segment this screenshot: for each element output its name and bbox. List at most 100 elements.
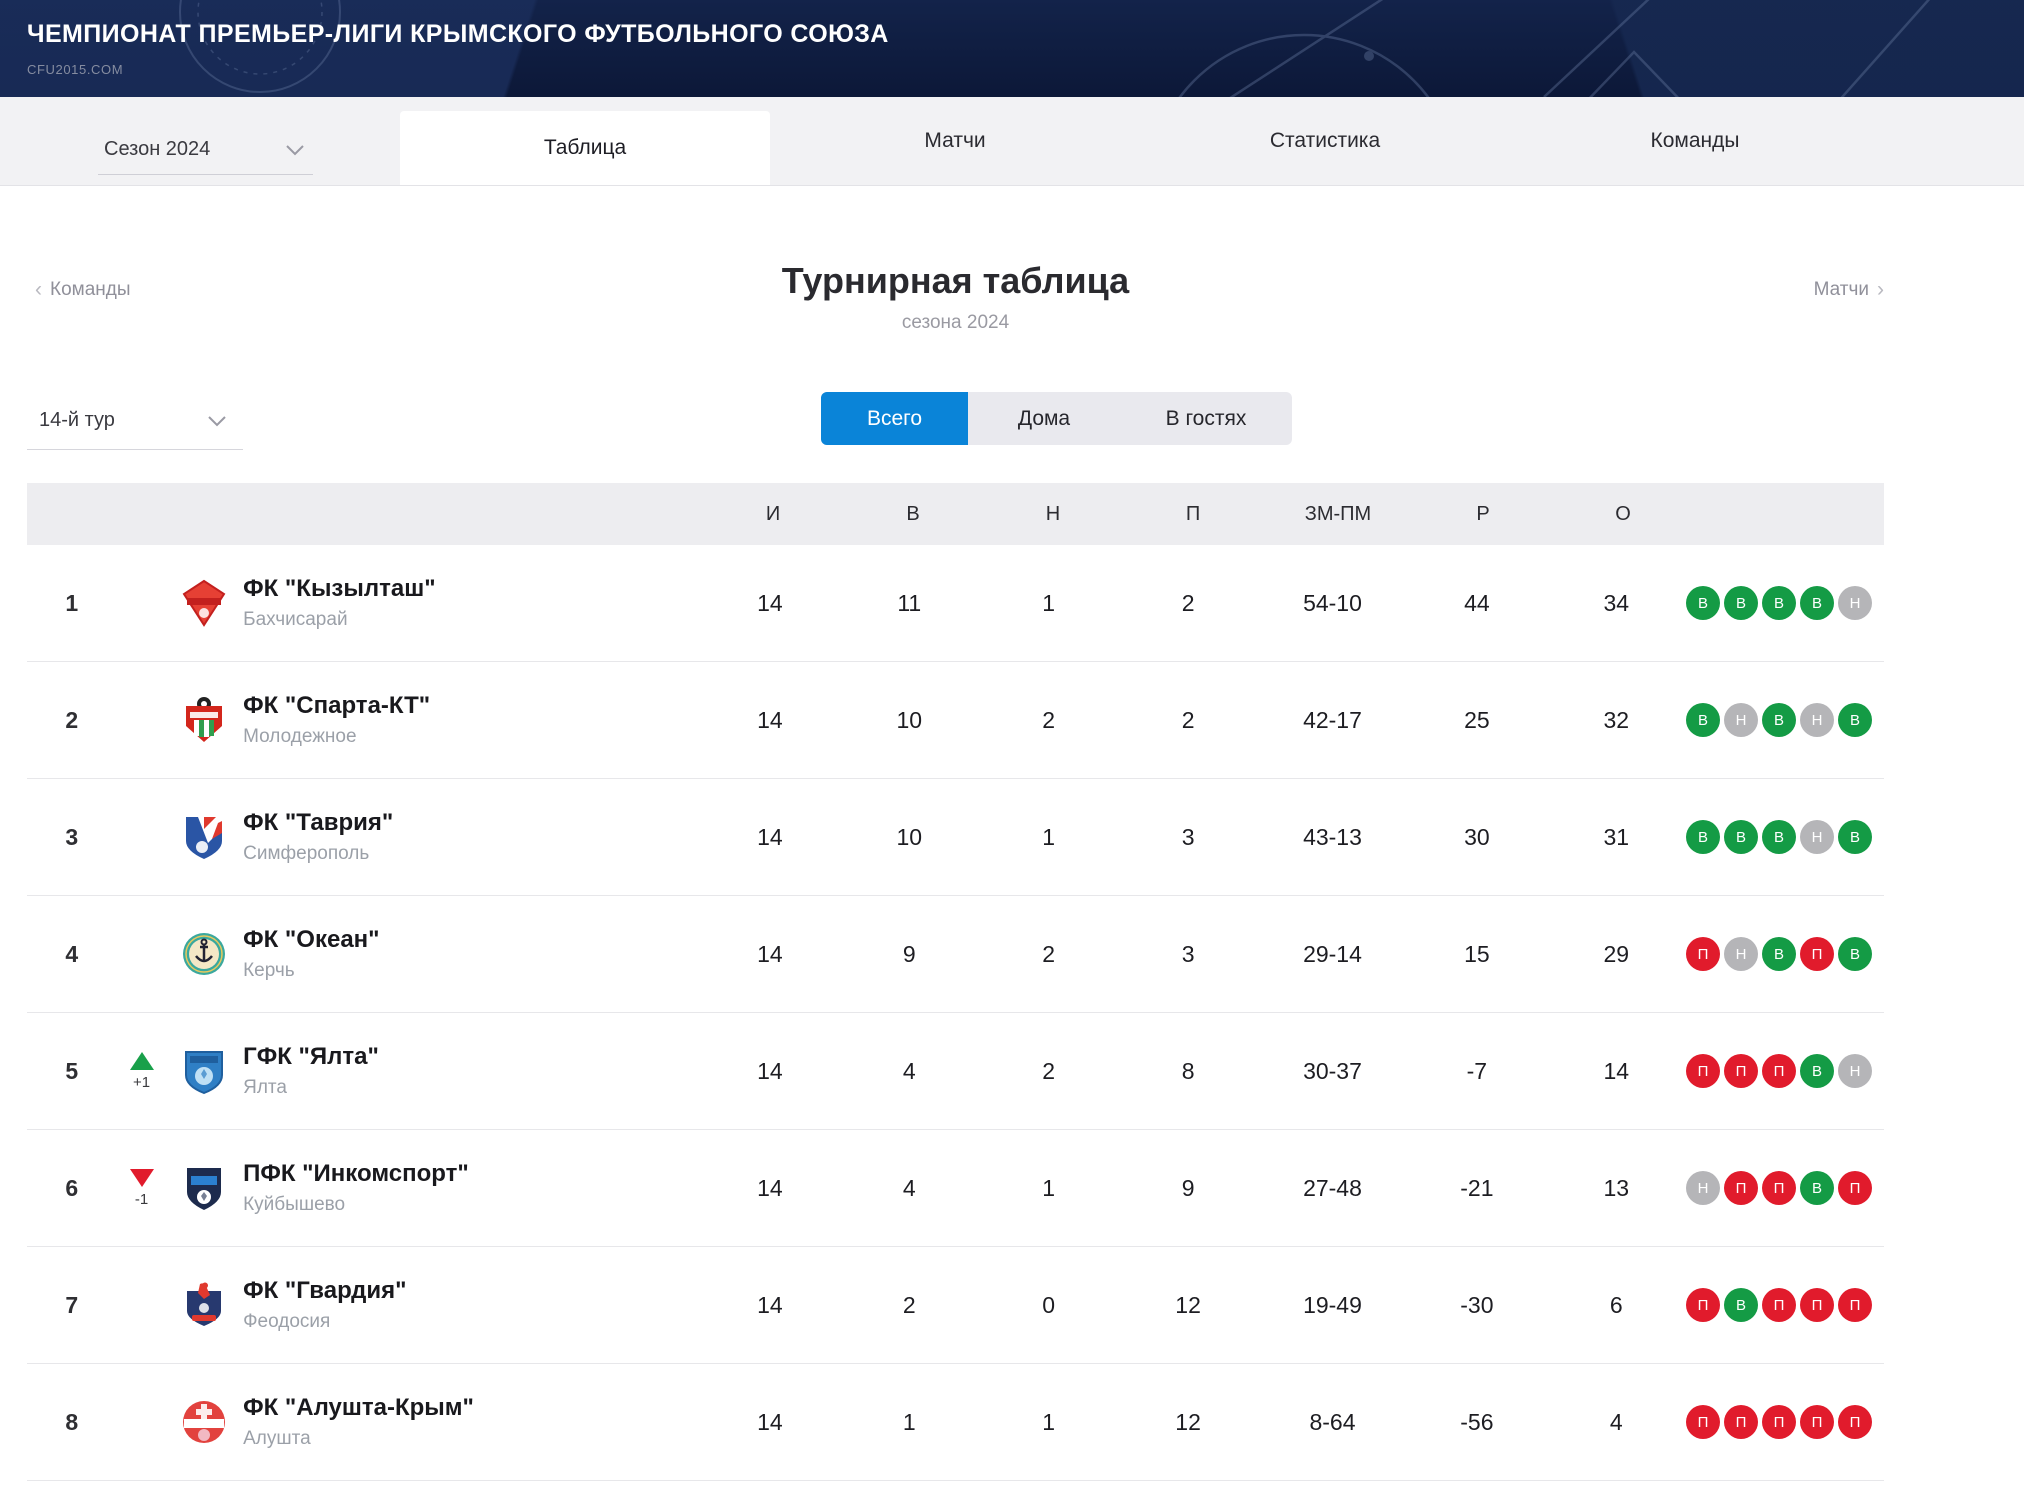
stat-Н: 1 xyxy=(1042,1408,1056,1435)
page-subtitle: сезона 2024 xyxy=(901,312,1010,333)
breadcrumb-next-matches[interactable]: Матчи › xyxy=(1814,278,1884,302)
chevron-down-icon xyxy=(286,144,304,155)
stat-В: 9 xyxy=(902,940,916,967)
tab-Статистика[interactable]: Статистика xyxy=(1140,96,1510,185)
form-badge-П: П xyxy=(1723,1405,1758,1439)
table-body: 1 ФК "Кызылташ" Бахчисарай 14 11 1 2 54-10 44 34… xyxy=(27,545,1884,1481)
team-name[interactable]: ГФК "Ялта" xyxy=(243,1043,379,1071)
team-name[interactable]: ФК "Таврия" xyxy=(243,809,394,837)
position-number: 6 xyxy=(65,1174,79,1201)
header-col-Р: Р xyxy=(1476,502,1490,525)
form-badge-П: П xyxy=(1761,1054,1796,1088)
team-cell: ФК "Алушта-Крым" Алушта xyxy=(242,1394,700,1450)
stat-В: 1 xyxy=(902,1408,916,1435)
breadcrumb-back-teams[interactable]: ‹ Команды xyxy=(35,278,131,302)
table-row[interactable]: 6 -1 ПФК "Инкомспорт" Куйбышево 14 4 1 9 27-48 -… xyxy=(27,1130,1884,1247)
form-badge-В: В xyxy=(1761,703,1796,737)
arrow-up-icon xyxy=(129,1051,154,1070)
team-city: Ялта xyxy=(243,1076,287,1098)
scope-option[interactable]: В гостях xyxy=(1120,392,1292,445)
team-name[interactable]: ФК "Океан" xyxy=(243,926,380,954)
standings-table: И В Н П ЗМ-ПМ Р О 1 ФК "Кызылташ" Бахчисарай 14 1… xyxy=(27,483,1884,1481)
stat-П: 8 xyxy=(1181,1057,1195,1084)
table-row[interactable]: 8 ФК "Алушта-Крым" Алушта 14 1 1 12 8-64 -56 4 П П… xyxy=(27,1364,1884,1481)
stat-В: 10 xyxy=(896,706,923,733)
stat-О: 13 xyxy=(1603,1174,1630,1201)
stat-О: 31 xyxy=(1603,823,1630,850)
stat-В: 11 xyxy=(897,589,922,616)
breadcrumb-next-label: Матчи xyxy=(1813,279,1869,300)
team-name[interactable]: ФК "Алушта-Крым" xyxy=(243,1394,474,1422)
stat-И: 14 xyxy=(757,1174,783,1201)
tab-Таблица[interactable]: Таблица xyxy=(400,111,770,185)
stat-Н: 2 xyxy=(1042,940,1056,967)
table-row[interactable]: 2 ФК "Спарта-КТ" Молодежное 14 10 2 2 42-17 25 3… xyxy=(27,662,1884,779)
scope-option[interactable]: Всего xyxy=(821,392,968,445)
team-name[interactable]: ФК "Спарта-КТ" xyxy=(243,692,431,720)
stat-И: 14 xyxy=(757,589,783,616)
movement-indicator: -1 xyxy=(117,1168,167,1208)
table-row[interactable]: 4 ФК "Океан" Керчь 14 9 2 3 29-14 15 29 П Н В П В xyxy=(27,896,1884,1013)
form-badge-П: П xyxy=(1685,1405,1720,1439)
stat-Р: 25 xyxy=(1464,706,1490,733)
movement-indicator: +1 xyxy=(117,1051,167,1091)
round-selector-value: 14-й тур xyxy=(39,409,115,431)
form-badge-В: В xyxy=(1723,820,1758,854)
stat-В: 4 xyxy=(902,1057,916,1084)
form-badge-В: В xyxy=(1685,703,1720,737)
scope-option[interactable]: Дома xyxy=(968,392,1120,445)
team-cell: ФК "Гвардия" Феодосия xyxy=(242,1277,700,1333)
round-selector[interactable]: 14-й тур xyxy=(27,392,243,450)
stat-П: 12 xyxy=(1175,1408,1201,1435)
team-city: Феодосия xyxy=(243,1310,331,1332)
movement-delta: +1 xyxy=(132,1073,151,1091)
scope-option-label: В гостях xyxy=(1165,406,1247,430)
form-badge-П: П xyxy=(1837,1171,1872,1205)
stat-Р: -30 xyxy=(1460,1291,1494,1318)
app-header: ЧЕМПИОНАТ ПРЕМЬЕР-ЛИГИ КРЫМСКОГО ФУТБОЛЬ… xyxy=(0,0,2024,97)
team-city: Куйбышево xyxy=(243,1193,346,1215)
team-name[interactable]: ФК "Гвардия" xyxy=(243,1277,407,1305)
table-row[interactable]: 3 ФК "Таврия" Симферополь 14 10 1 3 43-13 30 31 В… xyxy=(27,779,1884,896)
stat-Р: 15 xyxy=(1464,940,1490,967)
team-cell: ФК "Таврия" Симферополь xyxy=(242,809,700,865)
stat-Н: 1 xyxy=(1042,589,1056,616)
header-col-Н: Н xyxy=(1045,502,1061,525)
chevron-right-icon: › xyxy=(1877,278,1884,301)
table-row[interactable]: 7 ФК "Гвардия" Феодосия 14 2 0 12 19-49 -30 6 П В П… xyxy=(27,1247,1884,1364)
tab-Команды[interactable]: Команды xyxy=(1510,96,1880,185)
stat-В: 10 xyxy=(896,823,923,850)
form-badge-П: П xyxy=(1799,1288,1834,1322)
form-badge-Н: Н xyxy=(1837,586,1872,620)
position-number: 2 xyxy=(65,706,79,733)
stat-Р: -7 xyxy=(1466,1057,1488,1084)
form-badge-В: В xyxy=(1799,1054,1834,1088)
table-row[interactable]: 5 +1 ГФК "Ялта" Ялта 14 4 2 8 30-37 -7 14 П П П В Н xyxy=(27,1013,1884,1130)
header-col-ЗМ-ПМ: ЗМ-ПМ xyxy=(1304,502,1372,525)
stat-П: 2 xyxy=(1181,589,1195,616)
tab-Матчи[interactable]: Матчи xyxy=(770,96,1140,185)
scope-option-label: Дома xyxy=(1017,406,1071,430)
stat-В: 2 xyxy=(902,1291,916,1318)
season-selector[interactable]: Сезон 2024 xyxy=(98,125,313,175)
stat-О: 29 xyxy=(1603,940,1630,967)
form-badge-В: В xyxy=(1799,1171,1834,1205)
form-badge-П: П xyxy=(1761,1405,1796,1439)
header-col-В: В xyxy=(906,502,920,525)
stat-Н: 1 xyxy=(1042,1174,1056,1201)
table-row[interactable]: 1 ФК "Кызылташ" Бахчисарай 14 11 1 2 54-10 44 34… xyxy=(27,545,1884,662)
stat-ЗМ-ПМ: 30-37 xyxy=(1303,1057,1362,1084)
tab-label: Матчи xyxy=(924,128,986,152)
stat-И: 14 xyxy=(757,1057,783,1084)
stat-П: 12 xyxy=(1175,1291,1201,1318)
stat-Р: 44 xyxy=(1464,589,1490,616)
team-name[interactable]: ПФК "Инкомспорт" xyxy=(243,1160,469,1188)
stat-И: 14 xyxy=(757,1291,783,1318)
stat-Н: 2 xyxy=(1042,706,1056,733)
team-name[interactable]: ФК "Кызылташ" xyxy=(243,575,436,603)
tab-label: Команды xyxy=(1650,128,1740,152)
tab-label: Статистика xyxy=(1269,128,1381,152)
